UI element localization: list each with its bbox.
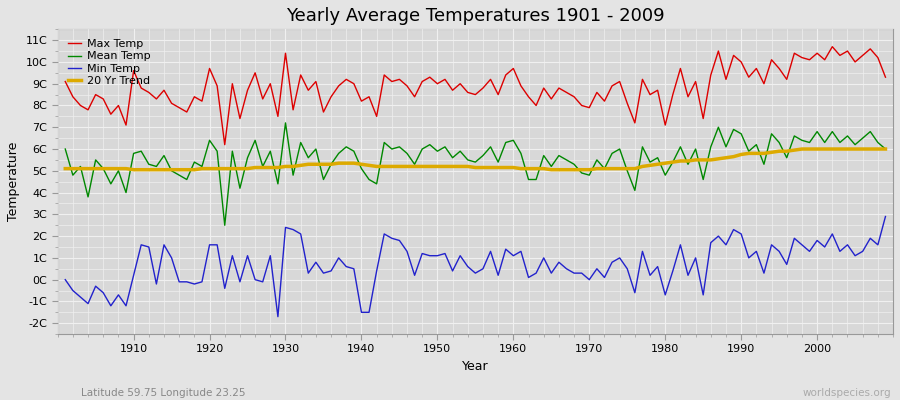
Mean Temp <box>880 147 891 152</box>
Mean Temp <box>523 177 534 182</box>
Max Temp <box>121 123 131 128</box>
Min Temp <box>341 264 352 269</box>
Min Temp <box>607 260 617 265</box>
20 Yr Trend <box>60 166 71 171</box>
Max Temp <box>827 44 838 49</box>
20 Yr Trend <box>796 147 807 152</box>
Min Temp <box>508 253 518 258</box>
Legend: Max Temp, Mean Temp, Min Temp, 20 Yr Trend: Max Temp, Mean Temp, Min Temp, 20 Yr Tre… <box>63 35 155 90</box>
Line: Min Temp: Min Temp <box>66 216 886 317</box>
20 Yr Trend <box>341 161 352 166</box>
20 Yr Trend <box>880 147 891 152</box>
Max Temp <box>508 66 518 71</box>
Min Temp <box>516 249 526 254</box>
Text: Latitude 59.75 Longitude 23.25: Latitude 59.75 Longitude 23.25 <box>81 388 246 398</box>
Max Temp <box>220 142 230 147</box>
Mean Temp <box>280 120 291 125</box>
Max Temp <box>516 84 526 88</box>
Line: Mean Temp: Mean Temp <box>66 123 886 225</box>
Mean Temp <box>516 151 526 156</box>
20 Yr Trend <box>295 163 306 168</box>
Mean Temp <box>60 147 71 152</box>
Mean Temp <box>303 155 314 160</box>
20 Yr Trend <box>607 166 617 171</box>
Min Temp <box>880 214 891 219</box>
Mean Temp <box>220 223 230 228</box>
Max Temp <box>60 79 71 84</box>
Mean Temp <box>348 149 359 154</box>
Mean Temp <box>121 190 131 195</box>
X-axis label: Year: Year <box>462 360 489 373</box>
Min Temp <box>121 303 131 308</box>
Min Temp <box>295 232 306 236</box>
Mean Temp <box>615 147 626 152</box>
Min Temp <box>60 277 71 282</box>
Max Temp <box>341 77 352 82</box>
20 Yr Trend <box>128 167 139 172</box>
20 Yr Trend <box>516 166 526 171</box>
Max Temp <box>295 72 306 77</box>
Line: 20 Yr Trend: 20 Yr Trend <box>66 149 886 170</box>
Max Temp <box>607 84 617 88</box>
Line: Max Temp: Max Temp <box>66 47 886 145</box>
Text: worldspecies.org: worldspecies.org <box>803 388 891 398</box>
Max Temp <box>880 75 891 80</box>
20 Yr Trend <box>508 165 518 170</box>
20 Yr Trend <box>121 166 131 171</box>
Min Temp <box>273 314 284 319</box>
Y-axis label: Temperature: Temperature <box>7 142 20 221</box>
Title: Yearly Average Temperatures 1901 - 2009: Yearly Average Temperatures 1901 - 2009 <box>286 7 665 25</box>
